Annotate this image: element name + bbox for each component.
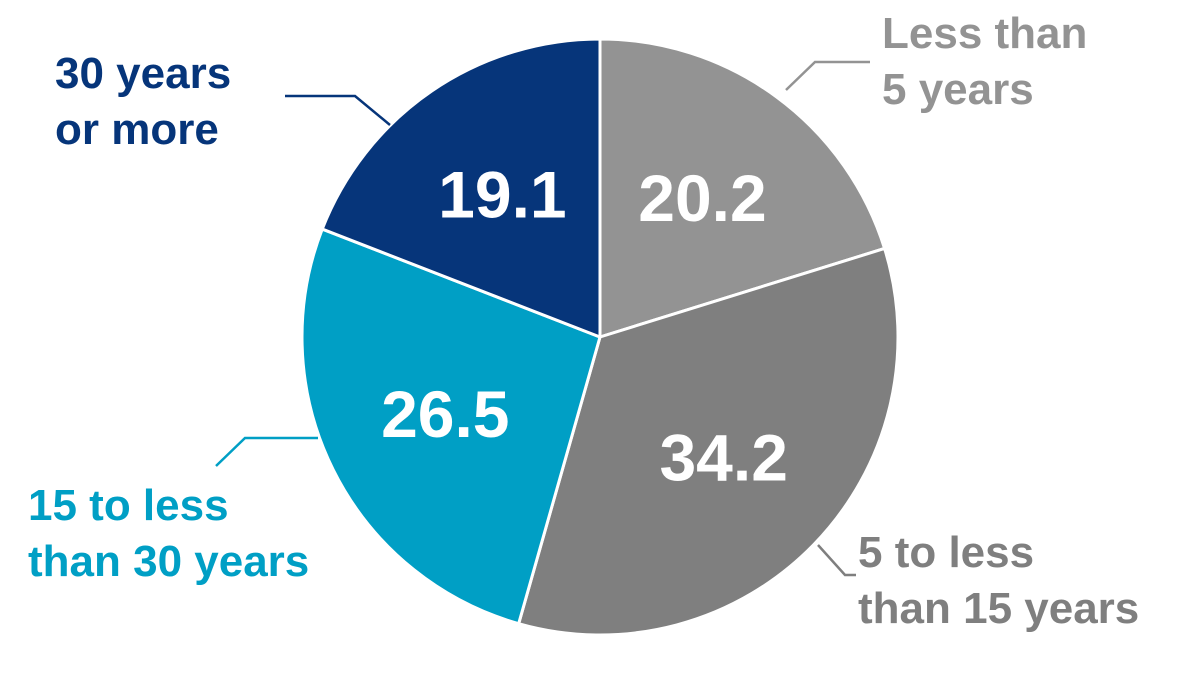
value-label-less-than-5-years: 20.2 [638,161,766,235]
value-label-5-to-15-years: 34.2 [659,421,787,495]
value-label-15-to-30-years: 26.5 [381,377,509,451]
pie-slice-less-than-5-years [598,37,887,339]
category-label-line: or more [55,105,219,154]
leader-line-less-than-5-years [785,60,870,91]
category-label-line: 30 years [55,49,231,98]
value-label-30-years-or-more: 19.1 [438,157,566,231]
category-label-line: Less than [882,9,1087,58]
category-label-line: 5 to less [858,528,1034,577]
category-label-less-than-5-years: Less than 5 years [882,9,1087,114]
category-labels: Less than 5 years 5 to less than 15 years 15… [28,9,1139,633]
category-label-5-to-15-years: 5 to less than 15 years [858,528,1139,633]
category-label-line: 15 to less [28,481,229,530]
category-label-15-to-30-years: 15 to less than 30 years [28,481,309,586]
pie-slice-15-to-30-years [300,227,602,626]
pie-slice-30-years-or-more [320,37,602,339]
value-labels: 20.2 34.2 26.5 19.1 [381,157,788,494]
category-label-30-years-or-more: 30 years or more [55,49,231,154]
category-label-line: 5 years [882,65,1034,114]
leader-line-30-years-or-more [285,94,391,126]
leader-lines [215,60,870,577]
leader-line-15-to-30-years [215,436,318,467]
category-label-line: than 15 years [858,584,1139,633]
slices-layer [300,37,900,637]
pie-slice-5-to-15-years [517,246,900,637]
leader-line-5-to-15-years [817,544,856,577]
category-label-line: than 30 years [28,537,309,586]
